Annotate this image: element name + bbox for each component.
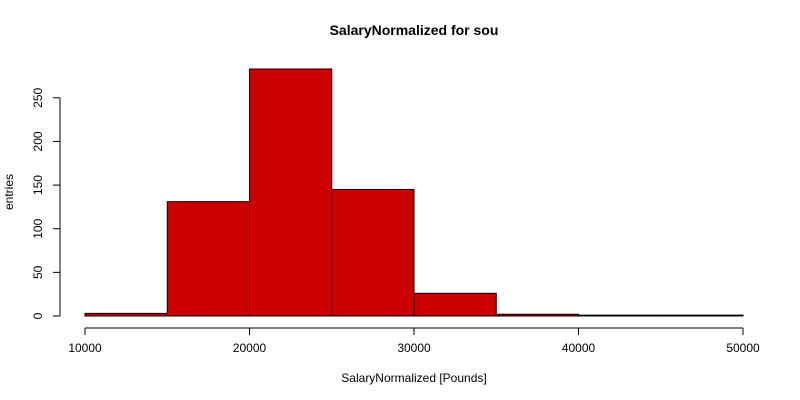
x-tick-label-3: 40000 bbox=[562, 341, 596, 355]
histogram-bar-1 bbox=[166, 201, 250, 317]
x-tick-label-2: 30000 bbox=[397, 341, 431, 355]
x-tick-label-0: 10000 bbox=[68, 341, 102, 355]
y-axis: 0 50 100 150 200 250 bbox=[31, 87, 61, 319]
histogram-bar-0 bbox=[84, 312, 168, 317]
x-tick-label-4: 50000 bbox=[726, 341, 760, 355]
chart-title: SalaryNormalized for sou bbox=[330, 22, 499, 38]
x-axis: 10000 20000 30000 40000 50000 bbox=[68, 327, 760, 355]
y-tick-label-3: 150 bbox=[31, 175, 45, 195]
y-tick-label-5: 250 bbox=[31, 87, 45, 107]
y-tick-label-2: 100 bbox=[31, 218, 45, 238]
histogram-bar-6 bbox=[578, 314, 662, 317]
y-tick-label-0: 0 bbox=[31, 312, 45, 319]
y-axis-label: entries bbox=[2, 174, 16, 210]
y-tick-label-4: 200 bbox=[31, 131, 45, 151]
x-axis-label: SalaryNormalized [Pounds] bbox=[341, 371, 486, 385]
histogram-bar-3 bbox=[331, 188, 415, 317]
histogram-bar-2 bbox=[249, 68, 333, 317]
x-tick-label-1: 20000 bbox=[233, 341, 267, 355]
bars-group bbox=[84, 68, 744, 317]
histogram-bar-4 bbox=[413, 292, 497, 317]
histogram-bar-5 bbox=[495, 313, 579, 317]
y-tick-label-1: 50 bbox=[31, 265, 45, 279]
histogram-bar-7 bbox=[660, 314, 744, 317]
